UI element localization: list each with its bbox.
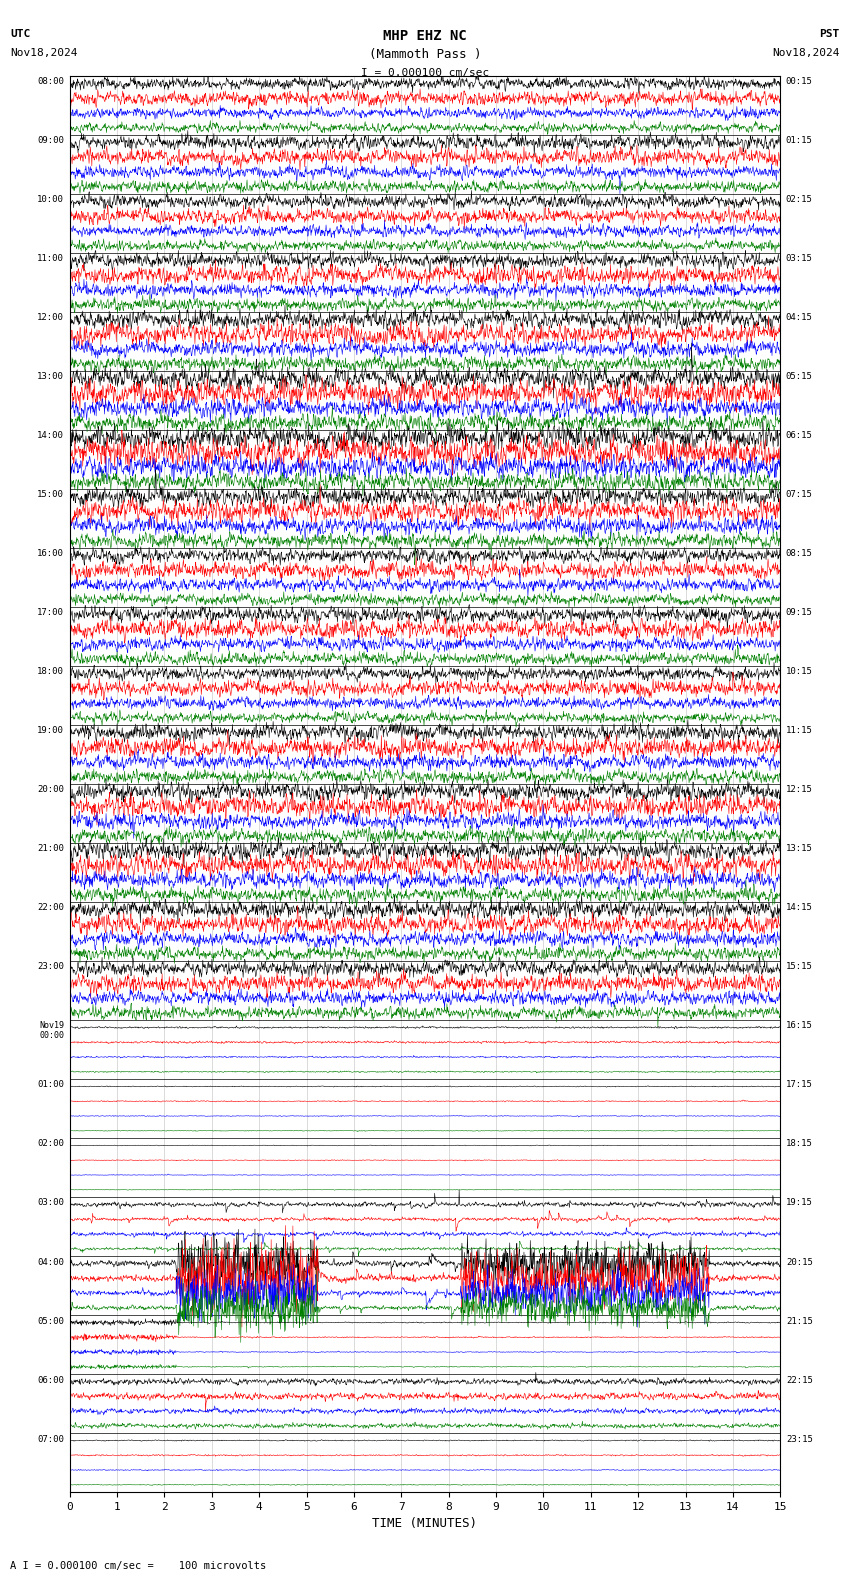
Text: I = 0.000100 cm/sec: I = 0.000100 cm/sec <box>361 68 489 78</box>
Text: 19:15: 19:15 <box>786 1199 813 1207</box>
Text: 04:00: 04:00 <box>37 1258 64 1267</box>
Text: 15:15: 15:15 <box>786 963 813 971</box>
Text: A I = 0.000100 cm/sec =    100 microvolts: A I = 0.000100 cm/sec = 100 microvolts <box>10 1562 266 1571</box>
Text: 10:00: 10:00 <box>37 195 64 204</box>
Text: Nov19: Nov19 <box>39 1022 64 1031</box>
Text: 12:15: 12:15 <box>786 786 813 795</box>
Text: 22:15: 22:15 <box>786 1375 813 1384</box>
Text: 18:15: 18:15 <box>786 1139 813 1148</box>
Text: 15:00: 15:00 <box>37 491 64 499</box>
Text: 00:15: 00:15 <box>786 78 813 87</box>
Text: 17:00: 17:00 <box>37 608 64 618</box>
Text: Nov18,2024: Nov18,2024 <box>773 48 840 57</box>
Text: 07:15: 07:15 <box>786 491 813 499</box>
Text: 23:00: 23:00 <box>37 963 64 971</box>
X-axis label: TIME (MINUTES): TIME (MINUTES) <box>372 1517 478 1530</box>
Text: 14:15: 14:15 <box>786 903 813 912</box>
Text: 10:15: 10:15 <box>786 667 813 676</box>
Text: 20:00: 20:00 <box>37 786 64 795</box>
Text: 11:00: 11:00 <box>37 255 64 263</box>
Text: 13:15: 13:15 <box>786 844 813 854</box>
Text: 08:00: 08:00 <box>37 78 64 87</box>
Text: 07:00: 07:00 <box>37 1435 64 1443</box>
Text: 11:15: 11:15 <box>786 727 813 735</box>
Text: 05:00: 05:00 <box>37 1316 64 1326</box>
Text: 04:15: 04:15 <box>786 314 813 323</box>
Text: 14:00: 14:00 <box>37 431 64 440</box>
Text: 01:15: 01:15 <box>786 136 813 146</box>
Text: (Mammoth Pass ): (Mammoth Pass ) <box>369 48 481 60</box>
Text: 21:15: 21:15 <box>786 1316 813 1326</box>
Text: 13:00: 13:00 <box>37 372 64 382</box>
Text: 17:15: 17:15 <box>786 1080 813 1090</box>
Text: 03:15: 03:15 <box>786 255 813 263</box>
Text: UTC: UTC <box>10 29 31 38</box>
Text: 18:00: 18:00 <box>37 667 64 676</box>
Text: 01:00: 01:00 <box>37 1080 64 1090</box>
Text: 09:00: 09:00 <box>37 136 64 146</box>
Text: 22:00: 22:00 <box>37 903 64 912</box>
Text: 19:00: 19:00 <box>37 727 64 735</box>
Text: 02:00: 02:00 <box>37 1139 64 1148</box>
Text: 03:00: 03:00 <box>37 1199 64 1207</box>
Text: MHP EHZ NC: MHP EHZ NC <box>383 29 467 43</box>
Text: PST: PST <box>819 29 840 38</box>
Text: 20:15: 20:15 <box>786 1258 813 1267</box>
Text: 16:00: 16:00 <box>37 550 64 559</box>
Text: 08:15: 08:15 <box>786 550 813 559</box>
Text: 06:15: 06:15 <box>786 431 813 440</box>
Text: 16:15: 16:15 <box>786 1022 813 1031</box>
Text: 02:15: 02:15 <box>786 195 813 204</box>
Text: 23:15: 23:15 <box>786 1435 813 1443</box>
Text: 05:15: 05:15 <box>786 372 813 382</box>
Text: Nov18,2024: Nov18,2024 <box>10 48 77 57</box>
Text: 21:00: 21:00 <box>37 844 64 854</box>
Text: 12:00: 12:00 <box>37 314 64 323</box>
Text: 06:00: 06:00 <box>37 1375 64 1384</box>
Text: 09:15: 09:15 <box>786 608 813 618</box>
Text: 00:00: 00:00 <box>39 1031 64 1041</box>
